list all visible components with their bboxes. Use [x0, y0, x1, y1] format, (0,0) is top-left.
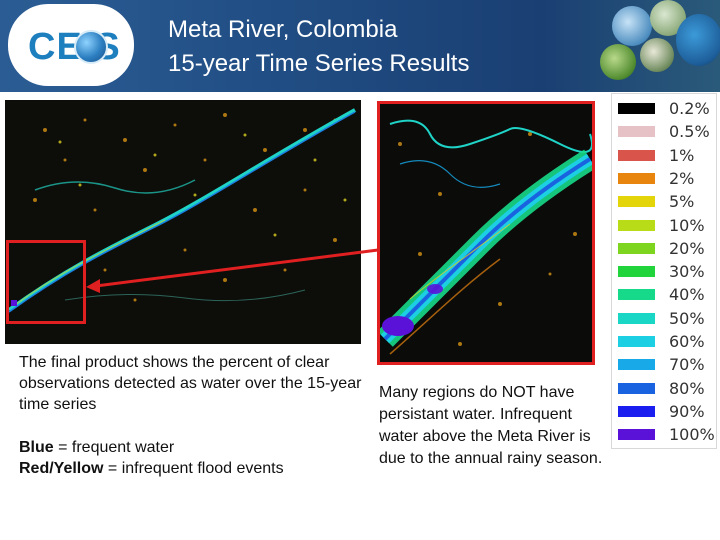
legend-swatch: [618, 405, 655, 417]
legend-label: 0.2%: [669, 99, 710, 118]
blue-explanation: Blue = frequent water: [19, 437, 364, 458]
legend-swatch: [618, 382, 655, 394]
legend-swatch: [618, 196, 655, 208]
legend-item: 100%: [618, 425, 718, 445]
legend-label: 30%: [669, 262, 705, 282]
legend-swatch: [618, 289, 655, 301]
left-description: The final product shows the percent of c…: [19, 352, 364, 479]
legend-swatch: [618, 336, 655, 347]
legend-item: 30%: [618, 262, 718, 282]
legend-item: 0.5%: [618, 122, 718, 142]
legend-label: 0.5%: [669, 122, 710, 142]
legend-swatch: [618, 312, 655, 324]
legend-item: 60%: [618, 332, 718, 352]
legend-swatch: [618, 126, 655, 138]
globe-photo-icon: [676, 14, 720, 66]
right-description: Many regions do NOT have persistant wate…: [379, 384, 603, 467]
description-paragraph: The final product shows the percent of c…: [19, 354, 362, 413]
legend-item: 10%: [618, 216, 718, 236]
legend-swatch: [618, 149, 655, 161]
zoomed-water-map: [377, 101, 595, 365]
legend-item: 50%: [618, 309, 718, 329]
forest-photo-icon: [600, 44, 636, 80]
earth-photo-icon: [612, 6, 652, 46]
legend-item: 0.2%: [618, 99, 718, 119]
legend-label: 2%: [669, 168, 695, 188]
legend-swatch: [618, 429, 655, 441]
legend-item: 2%: [618, 169, 718, 189]
legend-label: 40%: [669, 285, 705, 305]
blue-desc: = frequent water: [53, 439, 175, 456]
legend-swatch: [618, 219, 655, 231]
title-line-2: 15-year Time Series Results: [168, 50, 470, 77]
red-yellow-label: Red/Yellow: [19, 460, 104, 477]
overview-water-map: [5, 100, 361, 344]
legend-label: 70%: [669, 355, 705, 375]
legend-swatch: [618, 103, 655, 114]
ceos-logo: CE S: [8, 4, 134, 86]
legend-label: 60%: [669, 332, 705, 351]
legend-item: 1%: [618, 146, 718, 166]
red-yellow-explanation: Red/Yellow = infrequent flood events: [19, 458, 364, 479]
legend-swatch: [618, 242, 655, 254]
legend-label: 100%: [669, 425, 715, 445]
header-banner: CE S Meta River, Colombia 15-year Time S…: [0, 0, 720, 92]
field-photo-icon: [640, 38, 674, 72]
zoom-region-box: [6, 240, 86, 324]
legend-item: 90%: [618, 402, 718, 422]
legend-item: 20%: [618, 239, 718, 259]
legend-label: 90%: [669, 401, 705, 421]
legend-label: 50%: [669, 308, 705, 328]
globe-icon: [74, 30, 108, 64]
water-frequency-legend: 0.2% 0.5% 1% 2% 5% 10% 20% 30% 40% 50% 60% 70% 80% 90…: [611, 93, 717, 449]
legend-item: 70%: [618, 355, 718, 375]
blue-label: Blue: [19, 439, 54, 456]
legend-label: 10%: [669, 215, 705, 235]
legend-item: 40%: [618, 285, 718, 305]
legend-label: 1%: [669, 145, 695, 165]
title-line-1: Meta River, Colombia: [168, 16, 398, 43]
legend-swatch: [618, 359, 655, 371]
legend-item: 5%: [618, 192, 718, 212]
red-yellow-desc: = infrequent flood events: [103, 460, 284, 477]
legend-swatch: [618, 266, 655, 278]
legend-swatch: [618, 172, 655, 184]
legend-item: 80%: [618, 379, 718, 399]
legend-label: 20%: [669, 238, 705, 258]
legend-label: 5%: [669, 192, 695, 212]
legend-label: 80%: [669, 378, 705, 398]
